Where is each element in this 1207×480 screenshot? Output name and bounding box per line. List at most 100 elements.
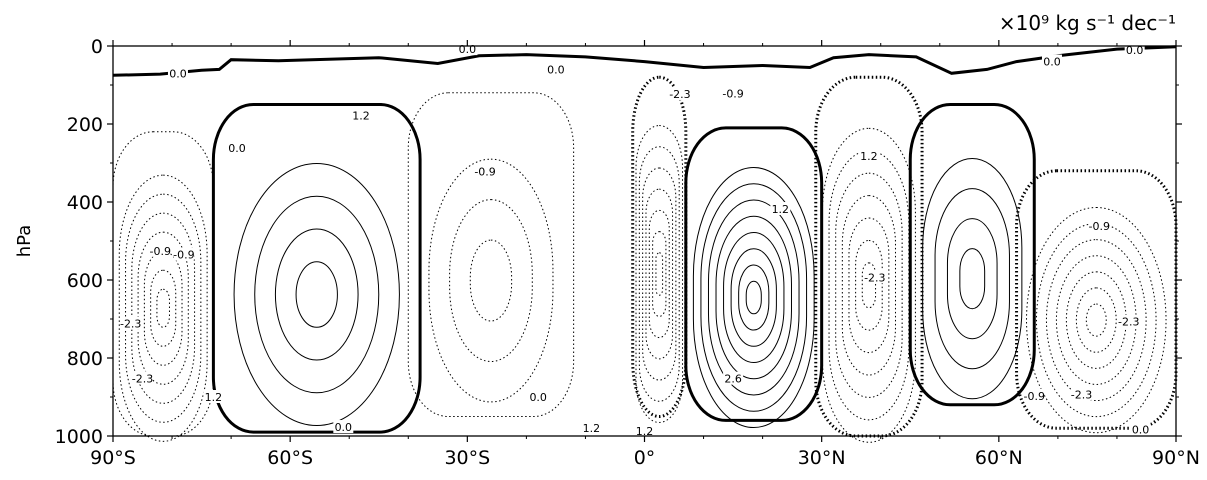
contour-line bbox=[652, 231, 667, 317]
contour-label-bg bbox=[723, 86, 744, 100]
contour-label: 0.0 bbox=[547, 63, 565, 76]
contour-label-bg bbox=[227, 141, 248, 155]
contour-line bbox=[707, 199, 800, 396]
contour-label: -0.9 bbox=[173, 249, 194, 262]
plot-background bbox=[113, 46, 1176, 436]
contour-labels: 0.0 0.0 0.0 0.0 0.0 0.0 0.0 0.0 1.2 1.2 1.2 1.2 1.2 1… bbox=[120, 42, 1151, 438]
contour-line bbox=[1085, 303, 1107, 337]
contour-line bbox=[1045, 239, 1147, 402]
contour-line bbox=[645, 188, 674, 360]
contour-label-bg bbox=[132, 371, 153, 385]
contour-line bbox=[449, 199, 533, 362]
contour-label: 0.0 bbox=[335, 421, 353, 434]
axis-ticks bbox=[107, 40, 1182, 442]
contour-line bbox=[295, 261, 338, 328]
contour-label: -0.9 bbox=[722, 88, 743, 101]
units-label: ×10⁹ kg s⁻¹ dec⁻¹ bbox=[999, 11, 1176, 35]
contour-label: -2.3 bbox=[132, 372, 153, 385]
contour-label-bg bbox=[634, 423, 655, 437]
y-tick-label: 600 bbox=[67, 270, 103, 292]
contour-label: 1.2 bbox=[636, 425, 654, 438]
contour-line bbox=[1075, 287, 1117, 353]
contour-line bbox=[738, 264, 770, 331]
contour-line bbox=[922, 158, 1023, 400]
plot-area: 0.0 0.0 0.0 0.0 0.0 0.0 0.0 0.0 1.2 1.2 1.2 1.2 1.2 1… bbox=[112, 42, 1178, 443]
y-tick-labels: 0 200 400 600 800 1000 bbox=[55, 36, 103, 448]
contour-line bbox=[635, 125, 684, 423]
contour-label: -0.9 bbox=[150, 245, 171, 258]
contour-line bbox=[156, 288, 170, 328]
contour-label-bg bbox=[858, 148, 879, 162]
x-tick-label: 90°S bbox=[90, 447, 136, 469]
contour-line bbox=[934, 188, 1010, 370]
contour-line bbox=[469, 239, 513, 322]
contour-line bbox=[745, 280, 762, 315]
contour-label: -0.9 bbox=[474, 166, 495, 179]
y-tick-label: 400 bbox=[67, 192, 103, 214]
y-tick-label: 800 bbox=[67, 348, 103, 370]
contour-lines bbox=[112, 45, 1178, 443]
y-tick-label: 0 bbox=[91, 36, 103, 58]
y-axis-title: hPa bbox=[14, 225, 35, 257]
contour-line bbox=[648, 209, 670, 339]
y-tick-label: 200 bbox=[67, 114, 103, 136]
contour-line bbox=[233, 162, 400, 427]
contour-label: 0.0 bbox=[228, 142, 246, 155]
contour-line bbox=[642, 167, 677, 381]
contour-zero-top bbox=[112, 45, 1177, 77]
contour-line bbox=[946, 218, 998, 340]
contour-line bbox=[638, 146, 680, 402]
contour-label: 0.0 bbox=[1132, 423, 1150, 436]
contour-line bbox=[692, 167, 815, 429]
contour-label-bg bbox=[351, 108, 372, 122]
contour-line bbox=[855, 239, 883, 331]
contour-label: -2.3 bbox=[864, 271, 885, 284]
contour-line bbox=[1065, 271, 1127, 369]
contour-label-bg bbox=[173, 247, 194, 261]
contour-label-bg bbox=[167, 66, 188, 80]
contour-label: -2.3 bbox=[120, 318, 141, 331]
contour-label: -0.9 bbox=[1024, 390, 1045, 403]
contour-label: 1.2 bbox=[205, 391, 223, 404]
contour-label-bg bbox=[723, 371, 744, 385]
contour-label: 1.2 bbox=[352, 109, 370, 122]
x-tick-label: 90°N bbox=[1152, 447, 1200, 469]
contour-line bbox=[730, 248, 777, 347]
contour-line bbox=[723, 232, 785, 364]
contour-zero-4 bbox=[814, 75, 924, 438]
contour-line bbox=[150, 269, 177, 347]
contour-label: -0.9 bbox=[1088, 220, 1109, 233]
contour-line bbox=[137, 231, 189, 385]
contour-label-bg bbox=[333, 420, 354, 434]
contour-label-bg bbox=[475, 164, 496, 178]
x-tick-label: 60°N bbox=[975, 447, 1023, 469]
contour-label-bg bbox=[1089, 219, 1110, 233]
contour-zero-3 bbox=[684, 126, 824, 422]
contour-line bbox=[125, 193, 202, 423]
contour-line bbox=[274, 228, 359, 361]
x-tick-labels: 90°S 60°S 30°S 0° 30°N 60°N 90°N bbox=[90, 447, 1200, 469]
contour-line bbox=[821, 127, 916, 443]
contour-label-bg bbox=[669, 86, 690, 100]
contour-line bbox=[715, 215, 792, 380]
contour-label: 2.6 bbox=[724, 373, 742, 386]
contour-label-bg bbox=[1118, 314, 1139, 328]
contour-label-bg bbox=[1071, 387, 1092, 401]
contour-label: 0.0 bbox=[169, 67, 187, 80]
x-tick-label: 60°S bbox=[267, 447, 313, 469]
contour-label-bg bbox=[1130, 422, 1151, 436]
contour-zero-1 bbox=[407, 92, 575, 418]
y-tick-label: 1000 bbox=[55, 426, 103, 448]
contour-line bbox=[959, 248, 986, 310]
contour-label-bg bbox=[120, 316, 141, 330]
contour-label-bg bbox=[581, 421, 602, 435]
contour-line bbox=[118, 174, 208, 442]
contour-zero-5 bbox=[908, 103, 1036, 407]
contour-label: -2.3 bbox=[669, 88, 690, 101]
contour-label-bg bbox=[1041, 54, 1062, 68]
contour-label-bg bbox=[203, 390, 224, 403]
contour-label: 0.0 bbox=[529, 391, 547, 404]
contour-line bbox=[700, 183, 808, 412]
contour-line bbox=[131, 212, 196, 404]
